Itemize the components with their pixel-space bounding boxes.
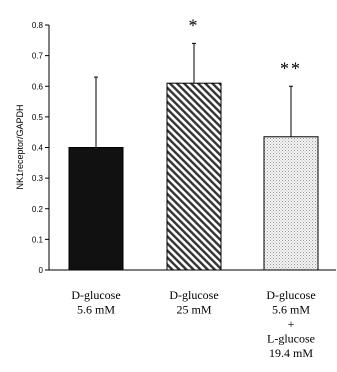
category-label-3-line-5: 19.4 mM [269, 346, 313, 360]
bar-1 [68, 147, 124, 271]
category-label-1-line-2: 5.6 mM [77, 303, 115, 317]
category-label-2-line-1: D-glucose [169, 288, 218, 302]
error-bars [94, 42, 293, 148]
category-label-1-line-1: D-glucose [71, 288, 120, 302]
y-tick-label: 0.4 [32, 144, 44, 153]
category-label-3-line-4: L-glucose [267, 332, 315, 346]
y-tick-label: 0 [39, 266, 44, 275]
bar-3 [263, 136, 319, 271]
significance-marker-2: * [189, 15, 200, 35]
category-label-2-line-2: 25 mM [176, 303, 211, 317]
y-axis-label: NK1receptor/GAPDH [15, 104, 25, 189]
significance-annotations: *** [189, 15, 302, 78]
bars [68, 82, 319, 271]
y-tick-label: 0.1 [32, 235, 44, 244]
y-tick-label: 0.5 [32, 113, 44, 122]
y-tick-label: 0.6 [32, 82, 44, 91]
category-label-3-line-3: + [288, 317, 295, 331]
y-tick-label: 0.3 [32, 174, 44, 183]
bar-2 [166, 82, 222, 271]
significance-marker-3: ** [280, 58, 302, 78]
y-tick-label: 0.2 [32, 205, 44, 214]
y-tick-label: 0.7 [32, 52, 44, 61]
category-label-3-line-2: 5.6 mM [272, 303, 310, 317]
y-tick-label: 0.8 [32, 21, 44, 30]
category-label-3-line-1: D-glucose [266, 288, 315, 302]
